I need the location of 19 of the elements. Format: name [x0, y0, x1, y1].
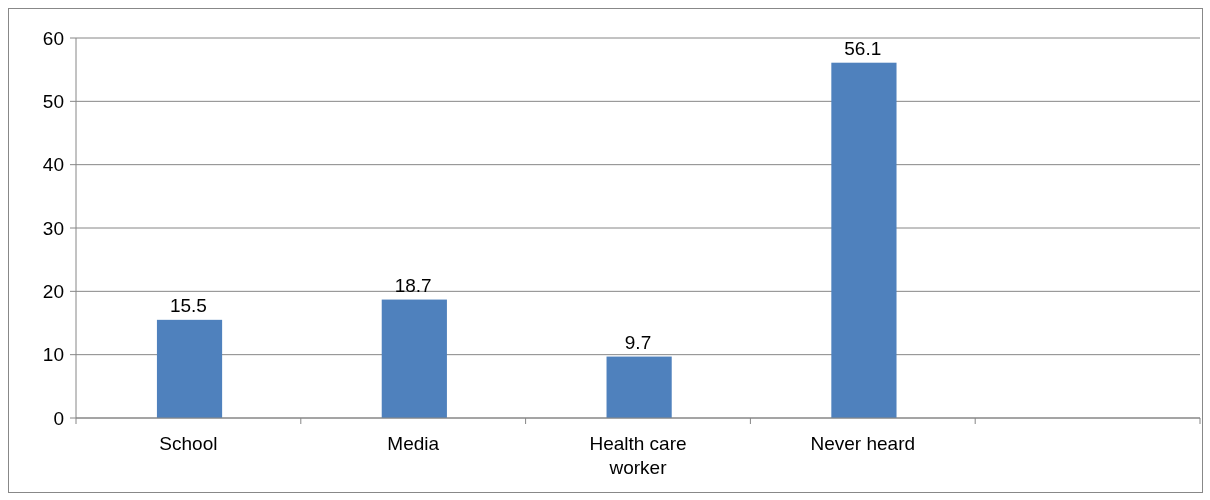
y-tick-label: 60 — [42, 27, 64, 49]
y-tick-label: 50 — [42, 90, 64, 112]
data-label: 56.1 — [844, 37, 882, 59]
bar — [156, 319, 223, 418]
x-tick-label: Never heard — [810, 433, 916, 454]
x-tick-label: Media — [387, 433, 440, 454]
y-tick-label: 10 — [42, 344, 64, 366]
y-tick-label: 20 — [42, 280, 64, 302]
y-tick-label: 30 — [42, 217, 64, 239]
data-label: 15.5 — [169, 294, 207, 316]
y-tick-label: 0 — [53, 407, 64, 429]
bar — [381, 299, 447, 418]
data-label: 18.7 — [394, 274, 432, 296]
bar — [831, 62, 897, 418]
x-tick-label: Health care worker — [589, 433, 687, 478]
y-tick-label: 40 — [42, 154, 64, 176]
data-label: 9.7 — [624, 331, 652, 353]
bar — [606, 356, 672, 418]
x-tick-label: School — [159, 433, 218, 454]
